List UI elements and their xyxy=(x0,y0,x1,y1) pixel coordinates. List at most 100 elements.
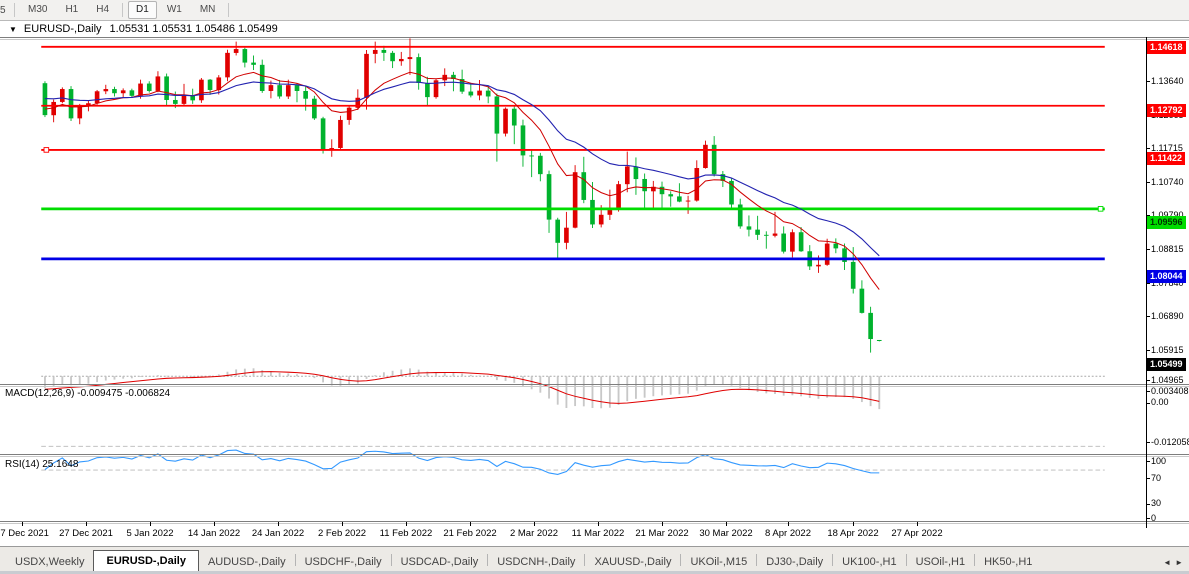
candle-bearish xyxy=(859,288,865,313)
candle-bullish xyxy=(685,200,691,202)
candle-bullish xyxy=(816,264,821,267)
tab-separator xyxy=(832,554,834,566)
symbol-tab-usdchf-daily[interactable]: USDCHF-,Daily xyxy=(304,556,382,568)
candle-bullish xyxy=(772,233,778,236)
candle-bearish xyxy=(190,95,196,101)
candle-bullish xyxy=(268,85,274,91)
symbol-tab-usoil-h1[interactable]: USOil-,H1 xyxy=(915,556,966,568)
macd-tick xyxy=(1146,391,1150,392)
symbol-tab-hk50-h1[interactable]: HK50-,H1 xyxy=(984,556,1033,568)
date-axis-label: 5 Jan 2022 xyxy=(126,528,174,539)
candle-bullish xyxy=(598,214,604,225)
candle-bearish xyxy=(842,248,847,262)
candle-bearish xyxy=(68,89,74,119)
status-strip xyxy=(0,571,1189,574)
level-price-badge: 1.08044 xyxy=(1147,270,1186,283)
timeframe-button-m30[interactable]: M30 xyxy=(28,4,48,15)
candle-bullish xyxy=(155,76,161,91)
price-tick xyxy=(1146,81,1150,82)
chart-dropdown-icon[interactable]: ▼ xyxy=(9,24,17,34)
rsi-tick xyxy=(1146,478,1150,479)
candle-bearish xyxy=(42,83,48,116)
candle-bullish xyxy=(51,101,56,116)
rsi-line xyxy=(44,449,880,476)
candle-bearish xyxy=(425,82,430,98)
candle-bullish xyxy=(572,172,578,228)
current-price-badge: 1.05499 xyxy=(1147,358,1186,371)
timeframe-button-w1[interactable]: W1 xyxy=(166,4,182,15)
chart-plot-area[interactable] xyxy=(0,38,1146,528)
candle-bearish xyxy=(303,90,308,99)
candle-bullish xyxy=(355,97,361,108)
timeframe-button-mn[interactable]: MN xyxy=(199,4,216,15)
timeframe-toolbar: 5 M30 H1 H4 D1 W1 MN xyxy=(0,0,1189,21)
tab-separator xyxy=(487,554,489,566)
candle-bearish xyxy=(129,90,135,96)
symbol-tab-xauusd-daily[interactable]: XAUUSD-,Daily xyxy=(594,556,672,568)
candle-bullish xyxy=(624,166,630,185)
rsi-tick xyxy=(1146,461,1150,462)
candle-bearish xyxy=(485,90,491,97)
symbol-tab-uk100-h1[interactable]: UK100-,H1 xyxy=(842,556,897,568)
panel-border xyxy=(0,39,1189,40)
candle-bullish xyxy=(372,49,378,54)
candle-bullish xyxy=(477,90,482,96)
candle-bullish xyxy=(694,168,700,201)
candle-bearish xyxy=(876,339,882,342)
date-axis-label: 11 Mar 2022 xyxy=(571,528,625,539)
candle-bullish xyxy=(216,77,222,91)
date-axis-label: 27 Dec 2021 xyxy=(59,528,113,539)
macd-axis-label: -0.012058 xyxy=(1151,437,1189,447)
date-tick xyxy=(853,522,854,526)
symbol-tab-ukoil-m15[interactable]: UKOil-,M15 xyxy=(690,556,748,568)
rsi-pane-border xyxy=(0,454,1189,455)
date-axis-label: 2 Mar 2022 xyxy=(509,528,559,539)
candle-bearish xyxy=(659,186,665,195)
candles-group xyxy=(42,38,882,353)
candle-bullish xyxy=(285,85,291,97)
macd-axis-label: 0.003408 xyxy=(1151,386,1189,396)
tab-separator xyxy=(390,554,392,566)
candle-bearish xyxy=(112,89,117,94)
candle-bullish xyxy=(346,107,352,120)
timeframe-button-h1[interactable]: H1 xyxy=(65,4,79,15)
tabs-scroll-right-icon[interactable]: ► xyxy=(1175,558,1183,567)
date-axis-label: 24 Jan 2022 xyxy=(251,528,305,539)
ohlc-quote-text: 1.05531 1.05531 1.05486 1.05499 xyxy=(109,23,278,35)
timeframe-button-clipped[interactable]: 5 xyxy=(0,4,6,16)
candle-bullish xyxy=(503,108,508,134)
date-axis-border xyxy=(0,521,1189,522)
price-axis-label: 1.13640 xyxy=(1151,76,1184,86)
candle-bearish xyxy=(251,62,256,65)
price-tick xyxy=(1146,350,1150,351)
symbol-tab-usdcnh-daily[interactable]: USDCNH-,Daily xyxy=(497,556,576,568)
candle-bearish xyxy=(164,76,169,100)
candle-bearish xyxy=(590,199,595,225)
candle-bearish xyxy=(511,108,517,126)
timeframe-button-d1[interactable]: D1 xyxy=(128,1,157,19)
symbol-tab-audusd-daily[interactable]: AUDUSD-,Daily xyxy=(207,556,286,568)
date-tick xyxy=(22,522,23,526)
candle-bearish xyxy=(677,196,682,202)
date-axis-border xyxy=(0,523,1189,524)
level-line-handle xyxy=(43,147,50,153)
candle-bearish xyxy=(146,83,152,91)
symbol-tab-usdcad-daily[interactable]: USDCAD-,Daily xyxy=(400,556,479,568)
tabs-scroll-left-icon[interactable]: ◄ xyxy=(1163,558,1172,567)
symbol-tab-usdx-weekly[interactable]: USDX,Weekly xyxy=(15,556,85,568)
date-axis-label: 21 Feb 2022 xyxy=(443,528,497,539)
rsi-axis-label: 30 xyxy=(1151,498,1162,508)
rsi-axis-label: 0 xyxy=(1151,513,1157,523)
candle-bearish xyxy=(416,57,421,83)
symbol-tab-eurusd-daily[interactable]: EURUSD-,Daily xyxy=(93,550,199,572)
symbol-tab-bar: USDX,Weekly EURUSD-,Daily AUDUSD-,Daily USD… xyxy=(0,546,1189,572)
timeframe-button-h4[interactable]: H4 xyxy=(96,4,110,15)
candle-bearish xyxy=(173,99,178,104)
symbol-tab-dj30-daily[interactable]: DJ30-,Daily xyxy=(766,556,824,568)
candle-bullish xyxy=(94,91,100,104)
candle-bearish xyxy=(781,233,786,252)
rsi-value-text: 25.1648 xyxy=(42,459,79,470)
rsi-tick xyxy=(1146,504,1150,505)
candle-bearish xyxy=(320,118,326,150)
date-tick xyxy=(278,522,279,526)
